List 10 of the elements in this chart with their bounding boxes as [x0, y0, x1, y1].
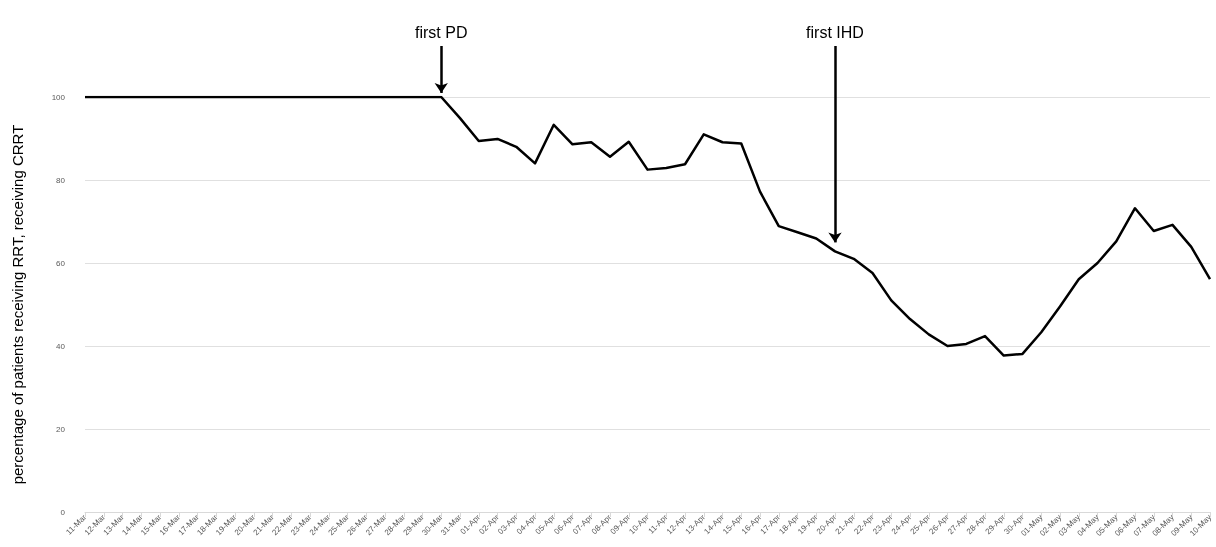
annotation: first PD — [415, 23, 468, 41]
y-tick-label: 20 — [56, 424, 66, 434]
y-tick-label: 100 — [51, 92, 66, 102]
line-series — [83, 95, 1212, 357]
y-tick-label: 80 — [56, 175, 66, 185]
y-axis-title: percentage of patients receiving RRT, receiving CRRT — [9, 124, 26, 485]
annotation: first IHD — [806, 23, 864, 41]
y-tick-label: 0 — [60, 507, 66, 517]
y-tick-label: 60 — [56, 258, 66, 268]
y-tick-label: 40 — [56, 341, 66, 351]
